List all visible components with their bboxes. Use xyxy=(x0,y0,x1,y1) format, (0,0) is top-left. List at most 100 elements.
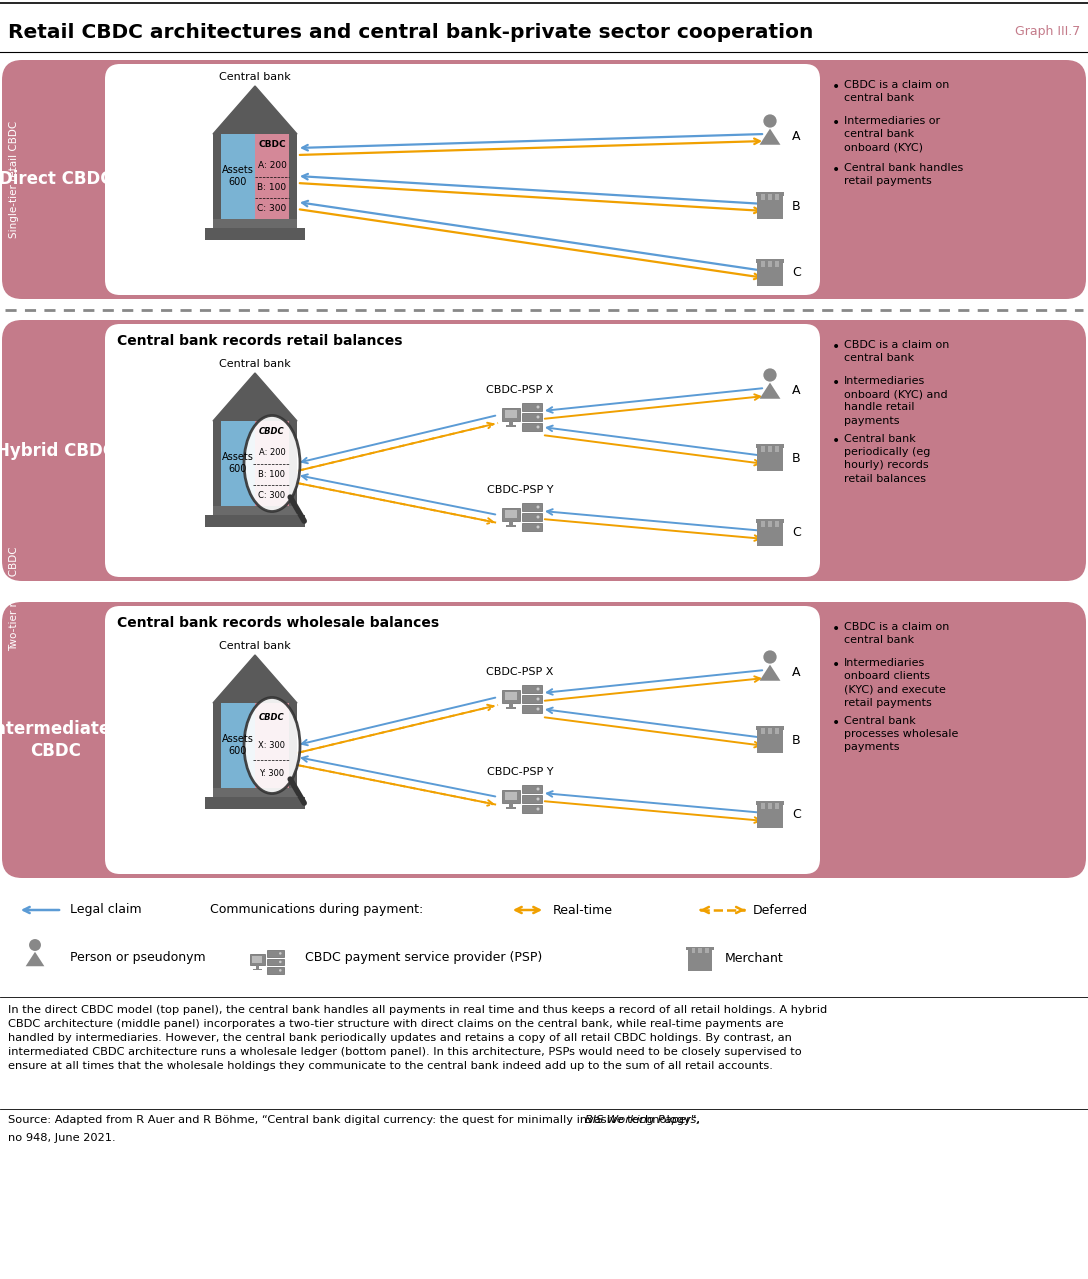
Circle shape xyxy=(536,798,540,801)
Bar xyxy=(688,953,712,971)
Bar xyxy=(771,446,776,451)
Text: Retail CBDC architectures and central bank-private sector cooperation: Retail CBDC architectures and central ba… xyxy=(8,23,814,41)
Text: Central bank: Central bank xyxy=(219,72,290,82)
Bar xyxy=(522,523,542,531)
Bar xyxy=(761,803,765,808)
Bar xyxy=(221,703,255,788)
Text: A: 200: A: 200 xyxy=(259,449,285,458)
Circle shape xyxy=(279,961,282,963)
Bar xyxy=(771,261,776,266)
Text: X: 300: X: 300 xyxy=(259,741,285,749)
Bar xyxy=(687,946,714,950)
Text: Y: 300: Y: 300 xyxy=(259,770,285,779)
Text: Deferred: Deferred xyxy=(753,903,808,917)
Text: •: • xyxy=(832,340,840,354)
Bar xyxy=(765,803,768,808)
Bar xyxy=(205,228,305,240)
Circle shape xyxy=(29,939,41,952)
Bar xyxy=(522,403,542,411)
Text: B: B xyxy=(792,200,801,212)
Text: A: A xyxy=(792,665,801,678)
Bar xyxy=(289,421,297,506)
Bar xyxy=(213,134,221,219)
Bar xyxy=(509,803,514,807)
Text: CBDC-PSP Y: CBDC-PSP Y xyxy=(486,767,554,778)
Bar xyxy=(771,728,776,734)
Bar xyxy=(221,134,255,219)
Bar xyxy=(506,425,516,427)
Polygon shape xyxy=(759,129,780,145)
Bar xyxy=(757,446,761,451)
Bar xyxy=(757,194,761,200)
Text: •: • xyxy=(832,716,840,730)
Ellipse shape xyxy=(244,697,300,793)
Circle shape xyxy=(536,788,540,790)
Text: C: 300: C: 300 xyxy=(258,203,286,212)
Bar xyxy=(757,522,761,527)
Bar xyxy=(522,796,542,803)
Text: C: C xyxy=(792,527,801,540)
Text: •: • xyxy=(832,116,840,130)
Bar xyxy=(522,503,542,512)
Bar xyxy=(761,446,765,451)
Text: Central bank records retail balances: Central bank records retail balances xyxy=(118,334,403,348)
Text: A: A xyxy=(792,384,801,396)
Bar xyxy=(757,526,782,546)
Bar xyxy=(776,194,779,200)
Text: Hybrid CBDC: Hybrid CBDC xyxy=(0,441,115,459)
Bar xyxy=(755,802,784,804)
Bar xyxy=(765,522,768,527)
Bar xyxy=(768,261,771,266)
Bar xyxy=(768,728,771,734)
Text: Legal claim: Legal claim xyxy=(70,903,141,917)
Text: •: • xyxy=(832,657,840,671)
Text: Single-tier retail CBDC: Single-tier retail CBDC xyxy=(9,122,18,238)
Bar xyxy=(205,797,305,810)
Text: B: B xyxy=(792,451,801,464)
Bar xyxy=(255,421,289,506)
Text: CBDC: CBDC xyxy=(259,427,285,436)
Bar xyxy=(757,450,782,471)
Polygon shape xyxy=(759,665,780,680)
Circle shape xyxy=(536,697,540,701)
Text: •: • xyxy=(832,434,840,448)
Text: •: • xyxy=(832,376,840,390)
Bar xyxy=(757,728,761,734)
FancyBboxPatch shape xyxy=(106,324,820,577)
FancyBboxPatch shape xyxy=(2,602,1086,877)
Text: Real-time: Real-time xyxy=(553,903,613,917)
Bar xyxy=(776,446,779,451)
Bar xyxy=(505,510,517,518)
Circle shape xyxy=(279,969,282,972)
Circle shape xyxy=(764,114,777,128)
Text: Direct CBDC: Direct CBDC xyxy=(0,170,113,188)
Text: Central bank: Central bank xyxy=(219,359,290,370)
Bar xyxy=(506,807,516,810)
Bar xyxy=(757,808,782,828)
Bar xyxy=(765,261,768,266)
Text: Two-tier retail CBDC: Two-tier retail CBDC xyxy=(9,546,18,651)
Bar xyxy=(768,446,771,451)
Circle shape xyxy=(536,526,540,528)
Bar xyxy=(522,804,542,813)
Text: BIS Working Papers,: BIS Working Papers, xyxy=(585,1115,701,1126)
Text: CBDC-PSP X: CBDC-PSP X xyxy=(486,385,554,395)
Bar xyxy=(255,703,289,788)
Bar xyxy=(768,522,771,527)
Text: no 948, June 2021.: no 948, June 2021. xyxy=(8,1133,115,1143)
Bar xyxy=(213,703,221,788)
Bar xyxy=(771,194,776,200)
Bar xyxy=(771,803,776,808)
Text: Intermediaries or
central bank
onboard (KYC): Intermediaries or central bank onboard (… xyxy=(844,116,940,152)
Bar xyxy=(692,948,695,953)
Circle shape xyxy=(536,688,540,691)
Text: Central bank records wholesale balances: Central bank records wholesale balances xyxy=(118,616,440,631)
Text: Intermediaries
onboard clients
(KYC) and execute
retail payments: Intermediaries onboard clients (KYC) and… xyxy=(844,657,945,707)
Circle shape xyxy=(536,707,540,711)
Text: CBDC: CBDC xyxy=(259,712,285,721)
Text: •: • xyxy=(832,162,840,177)
Bar xyxy=(509,421,514,425)
Bar xyxy=(757,261,761,266)
Bar xyxy=(522,513,542,521)
Bar xyxy=(776,803,779,808)
